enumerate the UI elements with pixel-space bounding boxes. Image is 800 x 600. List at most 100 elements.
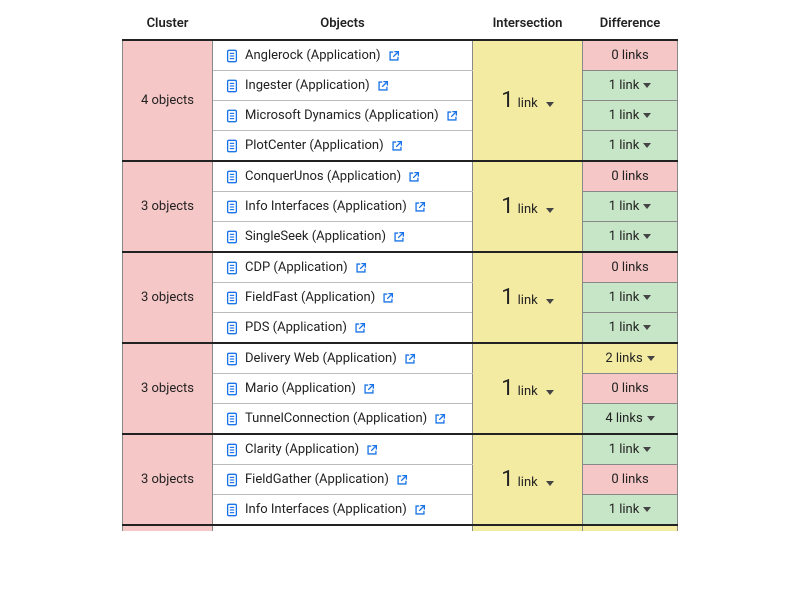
external-link-icon[interactable] (395, 473, 409, 487)
object-label: Ingester (Application) (245, 78, 370, 93)
table-row: 3 objectsClarity (Application)1link1 lin… (123, 434, 678, 465)
intersection-word: link (518, 384, 538, 399)
difference-label: 1 link (609, 442, 640, 457)
chevron-down-icon (546, 481, 554, 486)
object-label: TunnelConnection (Application) (245, 411, 427, 426)
external-link-icon[interactable] (365, 443, 379, 457)
cluster-cell: 3 objects (123, 252, 213, 343)
difference-cell[interactable]: 1 link (583, 131, 678, 162)
intersection-count: 1 (501, 376, 513, 401)
application-icon (225, 170, 239, 184)
table-row (123, 525, 678, 531)
difference-cell: 0 links (583, 40, 678, 71)
intersection-cell (473, 525, 583, 531)
external-link-icon[interactable] (354, 261, 368, 275)
cluster-cell (123, 525, 213, 531)
object-cell[interactable]: Microsoft Dynamics (Application) (213, 101, 473, 131)
intersection-cell[interactable]: 1link (473, 161, 583, 252)
object-cell[interactable]: PDS (Application) (213, 313, 473, 344)
difference-label: 0 links (611, 381, 648, 396)
application-icon (225, 230, 239, 244)
difference-cell: 0 links (583, 374, 678, 404)
chevron-down-icon (643, 447, 651, 452)
external-link-icon[interactable] (403, 352, 417, 366)
chevron-down-icon (546, 102, 554, 107)
difference-cell[interactable]: 1 link (583, 192, 678, 222)
application-icon (225, 352, 239, 366)
difference-cell[interactable]: 1 link (583, 495, 678, 526)
object-cell[interactable]: Clarity (Application) (213, 434, 473, 465)
object-cell[interactable]: Info Interfaces (Application) (213, 192, 473, 222)
chevron-down-icon (647, 416, 655, 421)
object-label: Microsoft Dynamics (Application) (245, 108, 439, 123)
external-link-icon[interactable] (413, 503, 427, 517)
external-link-icon[interactable] (376, 79, 390, 93)
chevron-down-icon (643, 295, 651, 300)
object-cell[interactable]: SingleSeek (Application) (213, 222, 473, 253)
external-link-icon[interactable] (413, 200, 427, 214)
object-label: PlotCenter (Application) (245, 138, 384, 153)
difference-label: 0 links (611, 260, 648, 275)
table-row: 3 objectsDelivery Web (Application)1link… (123, 343, 678, 374)
object-cell[interactable]: Anglerock (Application) (213, 40, 473, 71)
object-cell[interactable]: PlotCenter (Application) (213, 131, 473, 162)
cluster-cell: 3 objects (123, 434, 213, 525)
object-cell[interactable]: Mario (Application) (213, 374, 473, 404)
difference-cell[interactable]: 1 link (583, 434, 678, 465)
difference-cell[interactable]: 1 link (583, 313, 678, 344)
object-label: SingleSeek (Application) (245, 229, 386, 244)
difference-label: 1 link (609, 108, 640, 123)
intersection-count: 1 (501, 194, 513, 219)
intersection-count: 1 (501, 467, 513, 492)
intersection-word: link (518, 293, 538, 308)
intersection-cell[interactable]: 1link (473, 40, 583, 161)
object-label: FieldFast (Application) (245, 290, 375, 305)
difference-cell[interactable]: 1 link (583, 222, 678, 253)
difference-label: 1 link (609, 138, 640, 153)
object-label: Anglerock (Application) (245, 48, 381, 63)
application-icon (225, 382, 239, 396)
difference-cell[interactable]: 4 links (583, 404, 678, 435)
external-link-icon[interactable] (392, 230, 406, 244)
object-cell[interactable]: Delivery Web (Application) (213, 343, 473, 374)
object-label: Clarity (Application) (245, 442, 359, 457)
object-label: Delivery Web (Application) (245, 351, 397, 366)
external-link-icon[interactable] (390, 139, 404, 153)
application-icon (225, 79, 239, 93)
external-link-icon[interactable] (381, 291, 395, 305)
chevron-down-icon (643, 204, 651, 209)
external-link-icon[interactable] (433, 412, 447, 426)
intersection-cell[interactable]: 1link (473, 252, 583, 343)
object-cell[interactable]: TunnelConnection (Application) (213, 404, 473, 435)
chevron-down-icon (643, 234, 651, 239)
object-cell[interactable]: FieldFast (Application) (213, 283, 473, 313)
intersection-cell[interactable]: 1link (473, 434, 583, 525)
chevron-down-icon (546, 390, 554, 395)
difference-cell (583, 525, 678, 531)
difference-label: 0 links (611, 472, 648, 487)
external-link-icon[interactable] (407, 170, 421, 184)
difference-cell[interactable]: 2 links (583, 343, 678, 374)
chevron-down-icon (643, 325, 651, 330)
object-cell[interactable]: Ingester (Application) (213, 71, 473, 101)
external-link-icon[interactable] (353, 321, 367, 335)
cluster-cell: 4 objects (123, 40, 213, 161)
object-cell[interactable]: Info Interfaces (Application) (213, 495, 473, 526)
difference-label: 2 links (605, 351, 642, 366)
external-link-icon[interactable] (362, 382, 376, 396)
object-cell (213, 525, 473, 531)
table-row: 4 objectsAnglerock (Application)1link0 l… (123, 40, 678, 71)
application-icon (225, 291, 239, 305)
external-link-icon[interactable] (445, 109, 459, 123)
cluster-cell: 3 objects (123, 343, 213, 434)
difference-cell[interactable]: 1 link (583, 283, 678, 313)
difference-label: 0 links (611, 48, 648, 63)
cluster-cell: 3 objects (123, 161, 213, 252)
difference-cell[interactable]: 1 link (583, 101, 678, 131)
object-cell[interactable]: FieldGather (Application) (213, 465, 473, 495)
difference-cell[interactable]: 1 link (583, 71, 678, 101)
object-cell[interactable]: ConquerUnos (Application) (213, 161, 473, 192)
external-link-icon[interactable] (387, 49, 401, 63)
object-cell[interactable]: CDP (Application) (213, 252, 473, 283)
intersection-cell[interactable]: 1 link (473, 343, 583, 434)
